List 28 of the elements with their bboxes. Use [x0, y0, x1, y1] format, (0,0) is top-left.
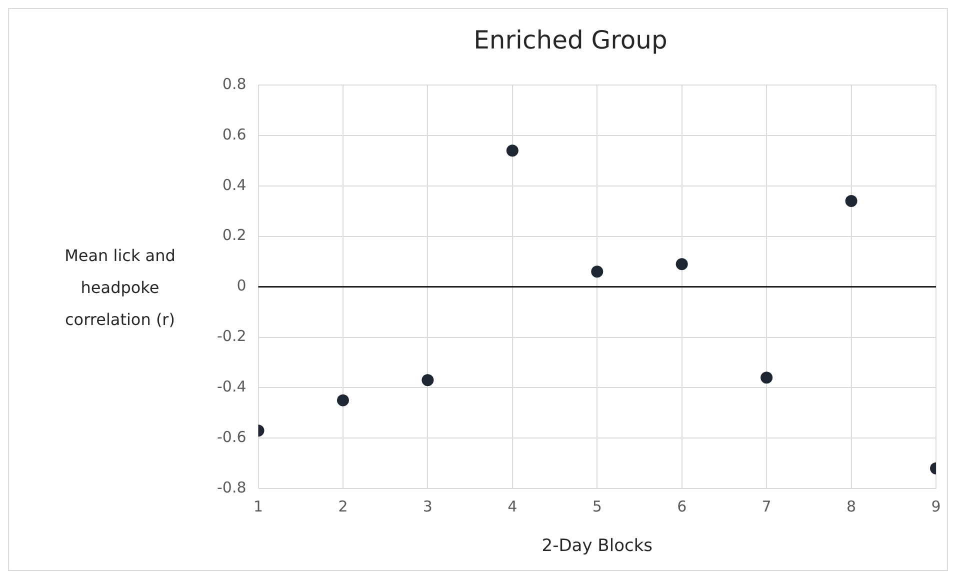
y-tick-label: 0.2: [222, 226, 246, 244]
x-tick-label: 8: [846, 497, 856, 516]
y-tick-label: -0.8: [216, 478, 246, 496]
point: [845, 195, 858, 208]
y-tick-label: 0.8: [222, 74, 246, 93]
x-tick-label: 6: [677, 497, 687, 516]
x-axis-title: 2-Day Blocks: [542, 536, 653, 556]
point: [506, 144, 518, 157]
y-tick-label: 0: [236, 276, 246, 295]
y-tick-label: -0.6: [216, 428, 246, 446]
y-axis-title: Mean lick and headpoke correlation (r): [64, 245, 176, 331]
x-tick-label: 7: [762, 497, 772, 516]
x-tick-label: 9: [931, 497, 941, 516]
x-tick-label: 2: [338, 497, 348, 516]
y-tick-label: 0.4: [222, 176, 246, 194]
y-tick-label: 0.6: [222, 125, 246, 144]
y-tick-label: -0.2: [216, 327, 246, 346]
x-tick-label: 4: [508, 497, 518, 516]
x-tick-label: 1: [253, 497, 264, 516]
point: [422, 374, 434, 386]
point: [676, 258, 688, 270]
x-tick-label: 3: [422, 497, 432, 516]
point: [336, 394, 349, 406]
point: [591, 266, 604, 278]
x-tick-label: 5: [592, 497, 602, 516]
y-tick-label: -0.4: [216, 378, 246, 396]
chart-title: Enriched Group: [474, 26, 668, 54]
point: [760, 372, 773, 384]
